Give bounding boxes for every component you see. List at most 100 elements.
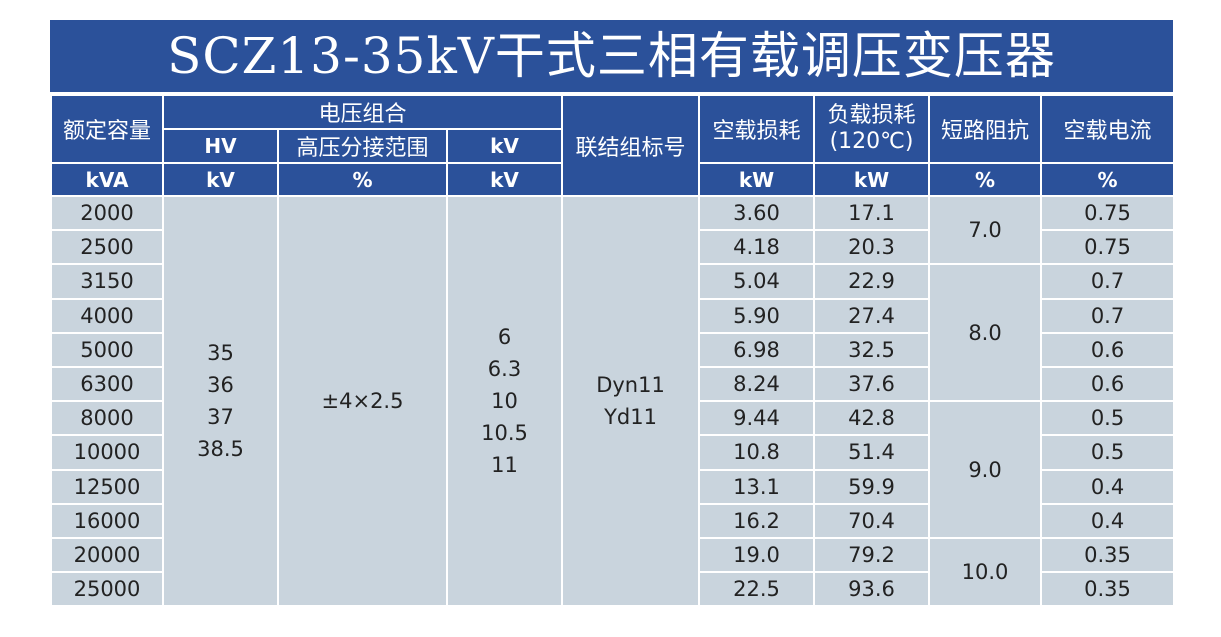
unit-cell: %: [277, 162, 448, 197]
table-row: 8000 9.44 42.8 9.0 0.5: [50, 400, 1176, 539]
table-row: 20000 19.0 79.2 10.0 0.35: [50, 536, 1176, 608]
header-cell: 高压分接范围: [277, 128, 448, 164]
table-cell: 0.6: [1040, 365, 1176, 403]
table-row: 4000 5.90 27.4 0.7: [50, 297, 1176, 334]
header-cell: 负载损耗 (120℃): [813, 94, 931, 164]
table-cell: 70.4: [813, 502, 931, 539]
table-cell: 0.35: [1040, 536, 1176, 574]
table-cell: 93.6: [813, 571, 931, 608]
table-row: 6300 8.24 37.6 0.6: [50, 365, 1176, 403]
table-cell: 13.1: [698, 468, 816, 505]
header-cell: 空载损耗: [698, 94, 816, 164]
cell-line: (120℃): [829, 129, 914, 154]
header-cell: 空载电流: [1040, 94, 1176, 164]
table-cell: 79.2: [813, 536, 931, 574]
table-cell: Dyn11 Yd11: [561, 194, 701, 608]
table-cell: 0.75: [1040, 229, 1176, 266]
header-cell: 电压组合: [161, 94, 564, 130]
header-cell: 额定容量: [50, 94, 164, 164]
table-cell: 6300: [50, 365, 164, 403]
table-cell: 0.5: [1040, 400, 1176, 437]
table-cell: 9.0: [928, 400, 1043, 539]
table-cell: 42.8: [813, 400, 931, 437]
table-cell: 10000: [50, 434, 164, 471]
table-cell: 6.98: [698, 331, 816, 368]
table-cell: 35 36 37 38.5: [162, 194, 279, 608]
table-cell: 0.4: [1040, 468, 1176, 505]
table-cell: 10.8: [698, 434, 816, 471]
unit-cell: kVA: [50, 162, 164, 197]
cell-line: 11: [491, 453, 518, 478]
table-cell: 17.1: [813, 194, 931, 232]
table-cell: 59.9: [813, 468, 931, 505]
spec-table: 额定容量 电压组合 联结组标号 空载损耗 负载损耗 (120℃) 短路阻抗 空载电流 HV 高压分…: [50, 94, 1176, 608]
cell-line: 负载损耗: [827, 103, 916, 128]
title: SCZ13-35kV干式三相有载调压变压器: [50, 20, 1173, 92]
table-row: 2000 35 36 37 38.5 ±4×2.5 6 6.3 10 10.5 11 Dyn11 Yd1…: [50, 194, 1176, 608]
table-cell: 27.4: [813, 297, 931, 334]
table-row: 5000 6.98 32.5 0.6: [50, 331, 1176, 368]
table-cell: 19.0: [698, 536, 816, 574]
table-cell: 12500: [50, 468, 164, 505]
cell-line: 35: [207, 341, 234, 366]
header-cell: 短路阻抗: [928, 94, 1043, 164]
spec-sheet: SCZ13-35kV干式三相有载调压变压器 额定容量 电压组合 联结组标号 空载损耗负…: [50, 20, 1176, 608]
cell-line: 37: [207, 405, 234, 430]
table-cell: 32.5: [813, 331, 931, 368]
table-cell: 16000: [50, 502, 164, 539]
table-cell: 37.6: [813, 365, 931, 403]
table-cell: 2000: [50, 194, 164, 232]
table-cell: 9.44: [698, 400, 816, 437]
table-cell: 4.18: [698, 229, 816, 266]
header-cell: kV: [445, 128, 564, 164]
table-cell: 5000: [50, 331, 164, 368]
unit-cell: kV: [445, 162, 564, 197]
cell-line: 6.3: [487, 357, 522, 382]
table-cell: 5.90: [698, 297, 816, 334]
table-cell: 20.3: [813, 229, 931, 266]
table-cell: 0.6: [1040, 331, 1176, 368]
table-cell: 22.5: [698, 571, 816, 608]
table-cell: 6 6.3 10 10.5 11: [445, 194, 564, 608]
table-row: 2500 4.18 20.3 0.75: [50, 229, 1176, 266]
table-row: 10000 10.8 51.4 0.5: [50, 434, 1176, 471]
table-cell: 25000: [50, 571, 164, 608]
table-cell: 22.9: [813, 263, 931, 300]
unit-cell: %: [1040, 162, 1176, 197]
table-cell: ±4×2.5: [277, 194, 448, 608]
cell-line: Yd11: [604, 405, 657, 430]
unit-cell: kW: [813, 162, 931, 197]
cell-line: 10: [491, 389, 518, 414]
unit-cell: %: [928, 162, 1043, 197]
table-cell: 51.4: [813, 434, 931, 471]
table-row: 25000 22.5 93.6 0.35: [50, 571, 1176, 608]
table-cell: 0.5: [1040, 434, 1176, 471]
cell-line: 6: [497, 325, 512, 350]
table-row: 16000 16.2 70.4 0.4: [50, 502, 1176, 539]
table-cell: 7.0: [928, 194, 1043, 266]
table-cell: 2500: [50, 229, 164, 266]
table-row: 额定容量 电压组合 联结组标号 空载损耗 负载损耗 (120℃) 短路阻抗 空载电流: [50, 94, 1176, 197]
table-cell: 0.35: [1040, 571, 1176, 608]
table-cell: 4000: [50, 297, 164, 334]
table-cell: 3150: [50, 263, 164, 300]
table-cell: 0.4: [1040, 502, 1176, 539]
table-cell: 10.0: [928, 536, 1043, 608]
table-row: 12500 13.1 59.9 0.4: [50, 468, 1176, 505]
header-cell: HV: [162, 128, 279, 164]
table-cell: 0.7: [1040, 297, 1176, 334]
table-row: kVA kV% kV kW kW%%: [50, 162, 1176, 197]
table-cell: 8.24: [698, 365, 816, 403]
cell-line: 38.5: [197, 437, 244, 462]
table-row: 3150 5.04 22.9 8.0 0.7: [50, 263, 1176, 403]
table-row: HV 高压分接范围 kV: [51, 128, 1174, 164]
table-cell: 5.04: [698, 263, 816, 300]
table-cell: 16.2: [698, 502, 816, 539]
table-cell: 0.75: [1040, 194, 1176, 232]
table-cell: 8000: [50, 400, 164, 437]
unit-cell: kW: [698, 162, 816, 197]
table-cell: 0.7: [1040, 263, 1176, 300]
header-cell: 联结组标号: [561, 94, 701, 197]
table-cell: 8.0: [928, 263, 1043, 403]
